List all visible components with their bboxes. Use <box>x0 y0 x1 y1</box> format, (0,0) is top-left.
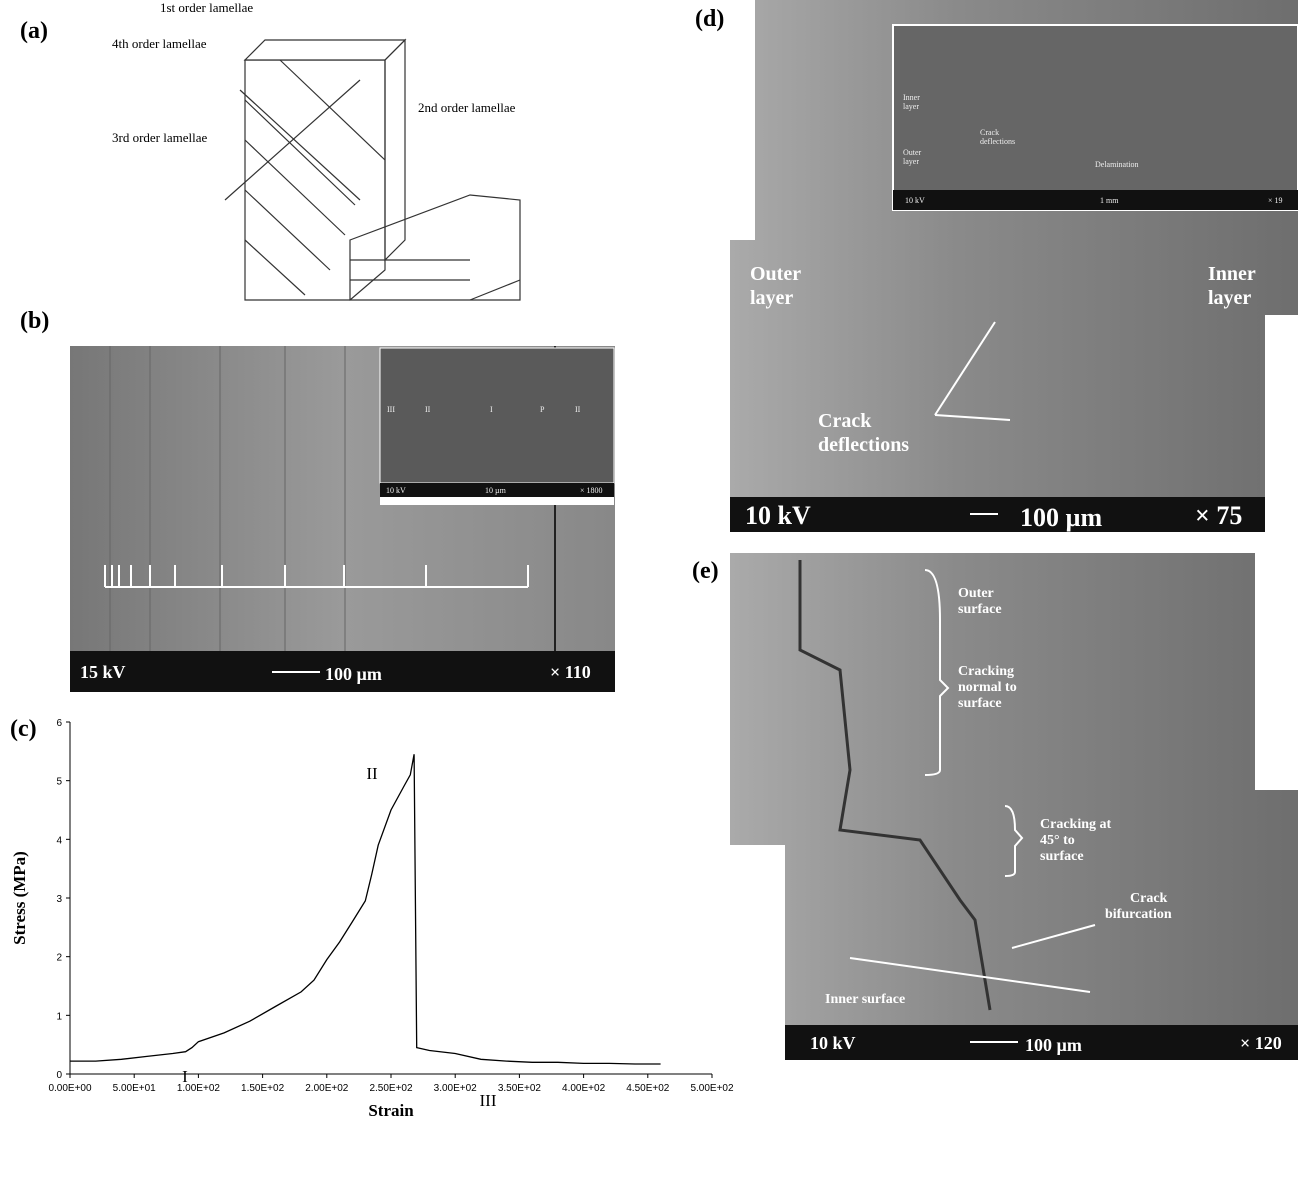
inset-scale-bar <box>893 190 1298 210</box>
y-tick-label: 6 <box>56 718 62 729</box>
inset-image <box>893 25 1298 210</box>
diagram-label: 1st order lamellae <box>160 0 253 15</box>
panel-label: (a) <box>20 18 48 44</box>
scale-length: 100 µm <box>1020 503 1102 532</box>
x-tick-label: 4.00E+02 <box>562 1083 606 1094</box>
voltage: 10 kV <box>745 501 811 530</box>
magnification: × 110 <box>550 662 591 682</box>
y-tick-label: 1 <box>56 1011 62 1022</box>
inset-label: Delamination <box>1095 160 1139 169</box>
voltage: 10 kV <box>905 196 925 205</box>
zone-label: I <box>490 405 493 414</box>
scale-length: 100 µm <box>1025 1035 1082 1055</box>
x-tick-label: 4.50E+02 <box>626 1083 670 1094</box>
y-tick-label: 0 <box>56 1070 62 1081</box>
x-tick-label: 2.00E+02 <box>305 1083 349 1094</box>
panel-label: (e) <box>692 558 719 584</box>
x-tick-label: 3.00E+02 <box>434 1083 478 1094</box>
magnification: × 75 <box>1195 501 1242 530</box>
image-label: Inner surface <box>825 992 905 1007</box>
annotation: III <box>480 1091 497 1110</box>
diagram-label: 4th order lamellae <box>112 36 207 51</box>
x-tick-label: 5.00E+02 <box>690 1083 734 1094</box>
magnification: × 120 <box>1240 1033 1282 1053</box>
scale-length: 100 µm <box>325 664 382 684</box>
annotation: II <box>366 764 378 783</box>
scale-length: 10 µm <box>485 486 507 495</box>
zone-label: II <box>575 405 581 414</box>
inset-image <box>380 348 614 483</box>
x-tick-label: 3.50E+02 <box>498 1083 542 1094</box>
x-tick-label: 5.00E+01 <box>113 1083 157 1094</box>
diagram-label: 3rd order lamellae <box>112 130 208 145</box>
zone-label: II <box>425 405 431 414</box>
lamellae-diagram <box>225 40 520 300</box>
y-tick-label: 3 <box>56 894 62 905</box>
panel-label: (c) <box>10 716 37 742</box>
annotation: I <box>182 1067 188 1086</box>
voltage: 15 kV <box>80 662 126 682</box>
panel-label: (d) <box>695 6 724 32</box>
magnification: × 1800 <box>580 486 603 495</box>
y-tick-label: 4 <box>56 835 62 846</box>
x-axis-label: Strain <box>368 1101 414 1120</box>
zone-label: P <box>540 405 545 414</box>
zone-label: III <box>387 405 395 414</box>
inset-border <box>380 497 614 505</box>
figure: (a) 1st order lamellae 4th order lamella… <box>0 0 1298 1182</box>
scale-length: 1 mm <box>1100 196 1119 205</box>
x-tick-label: 2.50E+02 <box>369 1083 413 1094</box>
voltage: 10 kV <box>386 486 406 495</box>
magnification: × 19 <box>1268 196 1283 205</box>
x-tick-label: 1.50E+02 <box>241 1083 285 1094</box>
y-tick-label: 2 <box>56 953 62 964</box>
diagram-label: 2nd order lamellae <box>418 100 516 115</box>
stress-curve <box>70 754 661 1064</box>
y-axis-label: Stress (MPa) <box>10 851 29 945</box>
sem-image <box>730 553 1298 1060</box>
x-tick-label: 0.00E+00 <box>48 1083 92 1094</box>
voltage: 10 kV <box>810 1033 856 1053</box>
panel-label: (b) <box>20 308 49 334</box>
y-tick-label: 5 <box>56 777 62 788</box>
